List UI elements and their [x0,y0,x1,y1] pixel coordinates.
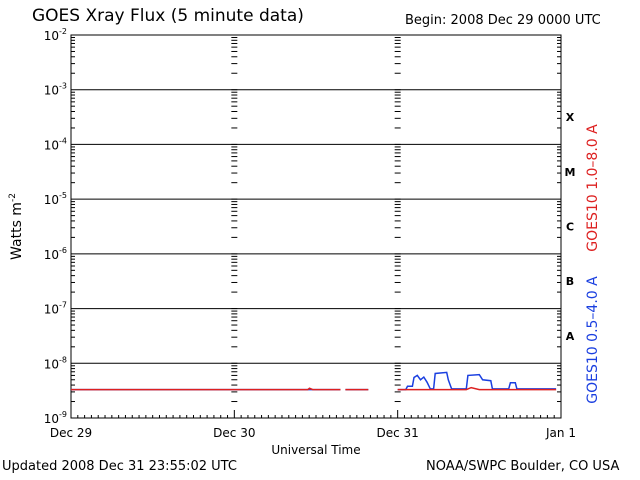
y-tick-label: 10-2 [44,27,67,43]
series-line [71,387,341,391]
y-tick-label: 10-7 [44,301,67,317]
legend-entry: GOES10 1.0–8.0 A [585,124,601,252]
x-tick-label: Dec 30 [213,426,255,440]
flare-class-label: M [565,166,576,179]
flare-class-label: C [566,221,574,234]
x-tick-label: Dec 29 [50,426,92,440]
series-line [397,386,557,391]
series-line [397,371,557,391]
plot-frame [70,34,562,419]
flare-class-label: A [566,330,575,343]
x-axis-title: Universal Time [271,443,360,457]
y-tick-label: 10-8 [44,355,67,371]
y-tick-label: 10-3 [44,82,67,98]
legend-entry: GOES10 0.5–4.0 A [585,276,601,404]
updated-timestamp: Updated 2008 Dec 31 23:55:02 UTC [2,459,237,474]
y-tick-label: 10-4 [44,136,67,152]
flare-class-label: B [566,275,574,288]
y-tick-label: 10-9 [44,410,67,426]
credit-label: NOAA/SWPC Boulder, CO USA [426,459,620,474]
y-axis-title: Watts m-2 [8,193,25,260]
y-tick-label: 10-5 [44,191,67,207]
x-tick-label: Dec 31 [377,426,419,440]
x-tick-label: Jan 1 [545,426,576,440]
flare-class-label: X [566,111,575,124]
chart-title: GOES Xray Flux (5 minute data) [32,6,304,26]
y-tick-label: 10-6 [44,246,67,262]
begin-time-label: Begin: 2008 Dec 29 0000 UTC [405,13,601,28]
